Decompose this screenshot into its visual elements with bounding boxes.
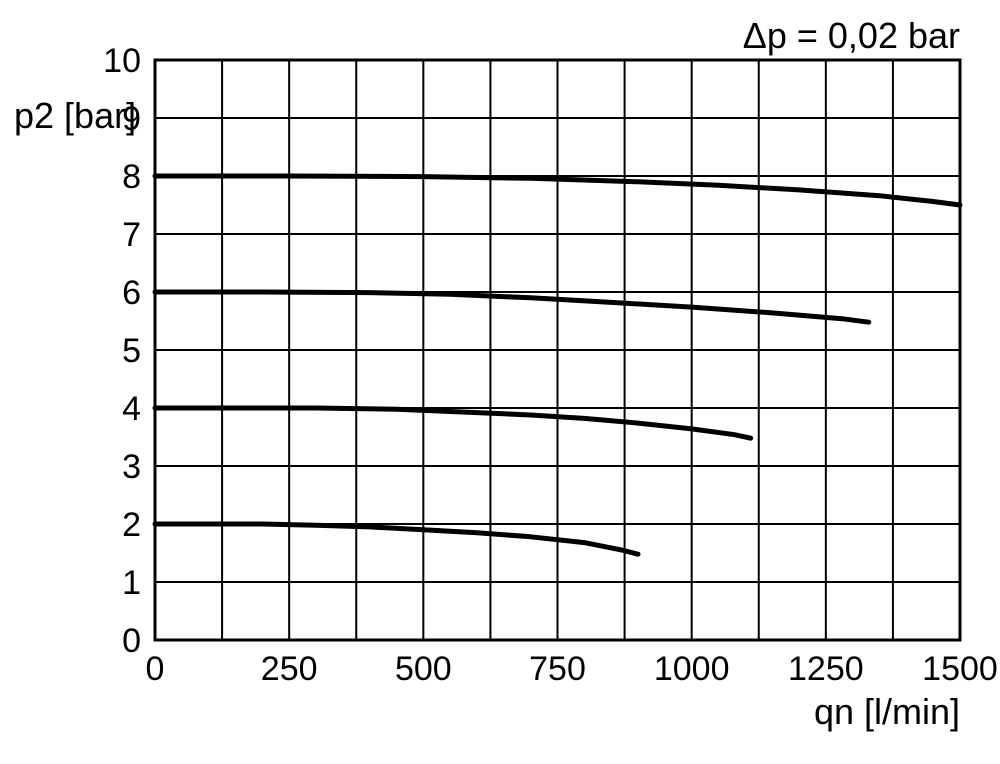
y-axis-label: p2 [bar] xyxy=(14,95,136,136)
x-tick-label: 1000 xyxy=(654,650,730,688)
chart-container: 0123456789100250500750100012501500p2 [ba… xyxy=(0,0,1000,764)
y-tick-label: 4 xyxy=(122,390,141,428)
y-tick-label: 8 xyxy=(122,158,141,196)
y-tick-label: 2 xyxy=(122,506,141,544)
y-tick-label: 5 xyxy=(122,332,141,370)
x-tick-label: 250 xyxy=(261,650,318,688)
annotation: Δp = 0,02 bar xyxy=(743,15,960,56)
x-tick-label: 1250 xyxy=(788,650,864,688)
chart-svg: 0123456789100250500750100012501500p2 [ba… xyxy=(0,0,1000,764)
y-tick-label: 10 xyxy=(103,42,141,80)
x-tick-label: 0 xyxy=(146,650,165,688)
x-tick-label: 1500 xyxy=(922,650,998,688)
x-tick-label: 500 xyxy=(395,650,452,688)
y-tick-label: 0 xyxy=(122,622,141,660)
y-tick-label: 7 xyxy=(122,216,141,254)
y-tick-label: 3 xyxy=(122,448,141,486)
y-tick-label: 6 xyxy=(122,274,141,312)
x-axis-label: qn [l/min] xyxy=(814,691,960,732)
y-tick-label: 1 xyxy=(122,564,141,602)
x-tick-label: 750 xyxy=(529,650,586,688)
